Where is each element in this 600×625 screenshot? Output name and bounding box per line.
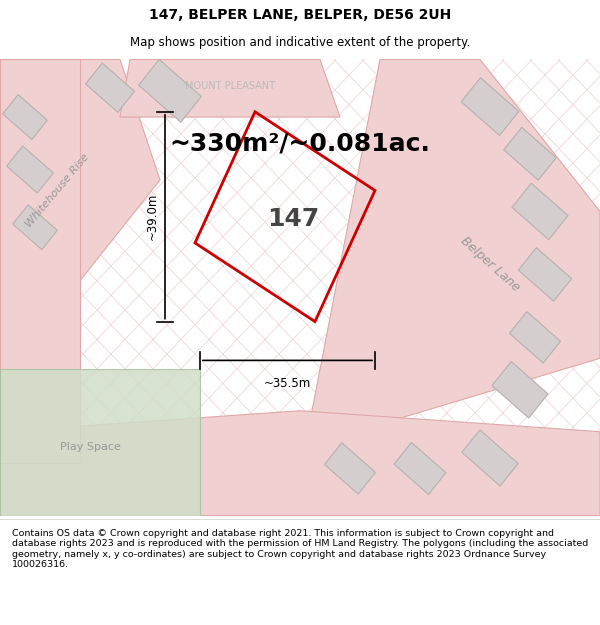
Polygon shape [0,59,80,463]
Polygon shape [120,59,340,117]
Polygon shape [0,59,160,306]
Polygon shape [509,312,560,363]
Polygon shape [462,430,518,486]
Polygon shape [7,146,53,193]
Polygon shape [86,63,134,112]
Polygon shape [3,94,47,139]
Polygon shape [325,442,376,494]
Text: Whitehouse Rise: Whitehouse Rise [25,152,92,229]
Polygon shape [0,411,600,516]
Text: 147: 147 [267,207,319,231]
Polygon shape [461,78,519,136]
Polygon shape [139,59,202,122]
Text: MOUNT PLEASANT: MOUNT PLEASANT [185,81,275,91]
Text: ~330m²/~0.081ac.: ~330m²/~0.081ac. [170,131,430,155]
Polygon shape [13,205,57,249]
Polygon shape [518,248,572,301]
Text: ~39.0m: ~39.0m [146,193,159,241]
Polygon shape [310,59,600,421]
Polygon shape [0,369,200,516]
Polygon shape [512,183,568,240]
Text: Play Space: Play Space [59,442,121,452]
Polygon shape [492,361,548,418]
Text: ~35.5m: ~35.5m [264,377,311,390]
Text: 147, BELPER LANE, BELPER, DE56 2UH: 147, BELPER LANE, BELPER, DE56 2UH [149,8,451,22]
Text: Map shows position and indicative extent of the property.: Map shows position and indicative extent… [130,36,470,49]
Text: Belper Lane: Belper Lane [458,234,522,294]
Text: Contains OS data © Crown copyright and database right 2021. This information is : Contains OS data © Crown copyright and d… [12,529,588,569]
Polygon shape [394,442,446,494]
Polygon shape [504,127,556,180]
